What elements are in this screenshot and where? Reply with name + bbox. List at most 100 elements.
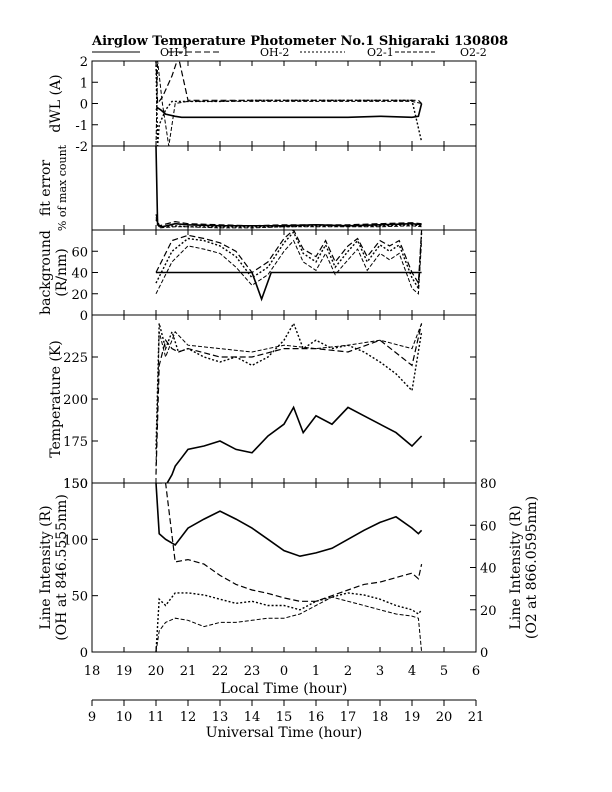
x-tick-label-universal: 14	[244, 710, 261, 725]
y-tick-label: 2	[80, 55, 88, 70]
x-tick-label-universal: 19	[404, 710, 421, 725]
series-line-oh-1	[155, 483, 423, 558]
series-line-oh-2	[155, 214, 422, 227]
series-group	[155, 230, 423, 302]
y-tick-label: 0	[80, 309, 88, 324]
y-tick-label: 40	[71, 267, 88, 282]
legend-label-o2-2: O2-2	[460, 46, 487, 59]
panel-3: 60 40 20 0 background (R/nm)	[38, 229, 477, 324]
x-tick-label-local: 23	[244, 664, 261, 679]
x-tick-label-local: 6	[472, 664, 480, 679]
series-group	[155, 321, 423, 483]
x-tick-label-universal: 16	[308, 710, 325, 725]
series-line-o2-1	[155, 230, 423, 291]
y2-tick-label: 60	[480, 519, 497, 534]
x-tick-label-local: 0	[280, 664, 288, 679]
x-tick-label-universal: 13	[212, 710, 229, 725]
series-line-oh-2	[155, 230, 423, 286]
y-tick-label: 225	[63, 351, 88, 366]
series-line-o2-2	[155, 239, 423, 295]
panel-frame	[91, 482, 477, 653]
y2-tick-label: 40	[480, 562, 497, 577]
y-tick-label: 150	[63, 477, 88, 492]
panel-4: 225 200 175 150 Temperature (K)	[48, 314, 477, 492]
series-line-o2-2	[155, 61, 422, 146]
series-line-oh-2	[155, 61, 423, 106]
y-axis-label: fit error	[38, 160, 54, 217]
y-tick-label: 100	[63, 533, 88, 548]
x-tick-label-universal: 20	[436, 710, 453, 725]
x-tick-label-universal: 10	[116, 710, 133, 725]
series-line-oh-1	[156, 271, 422, 302]
y-axis-label: dWL (A)	[48, 74, 64, 132]
panel-1: 2 1 0 -1 -2 dWL (A)	[48, 55, 477, 155]
y-tick-label: 0	[80, 98, 88, 113]
x-tick-label-local: 5	[440, 664, 448, 679]
series-line-oh-1	[156, 405, 423, 483]
series-group	[155, 61, 423, 146]
series-line-o2-1	[155, 592, 423, 652]
y-tick-label: 200	[63, 393, 88, 408]
x-tick-label-local: 4	[408, 664, 416, 679]
y2-tick-label: 0	[480, 646, 488, 661]
x-tick-label-local: 20	[148, 664, 165, 679]
x-tick-label-local: 22	[212, 664, 229, 679]
y2-axis-label-2: (O2 at 866.0595nm)	[524, 496, 540, 639]
y-tick-label: 150	[63, 477, 88, 492]
series-line-oh-2	[156, 483, 423, 602]
series-line-o2-2	[155, 323, 423, 467]
y-tick-label: 175	[63, 435, 88, 450]
x-tick-label-universal: 15	[276, 710, 293, 725]
y2-tick-label: 20	[480, 604, 497, 619]
y-axis-label: Line Intensity (R)	[38, 505, 54, 629]
x-tick-label-local: 2	[344, 664, 352, 679]
x-tick-label-universal: 21	[468, 710, 485, 725]
y-tick-label: 60	[71, 245, 88, 260]
x-tick-label-local: 21	[180, 664, 197, 679]
x-tick-label-universal: 12	[180, 710, 197, 725]
series-line-o2-2	[155, 217, 422, 229]
panel-frame	[91, 60, 477, 147]
series-line-oh-1	[155, 103, 423, 119]
x-axis-label-universal: Universal Time (hour)	[206, 725, 363, 741]
y-tick-label: -1	[75, 119, 88, 134]
legend-label-o2-1: O2-1	[367, 46, 394, 59]
series-line-o2-1	[155, 321, 423, 450]
y-tick-label: 20	[71, 288, 88, 303]
y-tick-label: 1	[80, 76, 88, 91]
series-line-o2-2	[155, 596, 423, 652]
y-axis-label-2: (R/nm)	[54, 248, 70, 296]
x-tick-label-universal: 9	[88, 710, 96, 725]
x-axis-label-local: Local Time (hour)	[221, 681, 348, 697]
legend-label-oh-1: OH-1	[160, 46, 189, 59]
y-axis-label: background	[38, 230, 54, 315]
series-group	[155, 146, 422, 229]
series-line-oh-1	[155, 146, 422, 228]
series-group	[155, 483, 423, 652]
legend: OH-1 OH-2 O2-1 O2-2	[92, 46, 487, 59]
x-tick-label-local: 19	[116, 664, 133, 679]
x-tick-label-universal: 11	[148, 710, 165, 725]
y2-axis-label: Line Intensity (R)	[508, 505, 524, 629]
panel-frame	[91, 145, 477, 231]
legend-label-oh-2: OH-2	[260, 46, 289, 59]
y-axis-label-2: (OH at 846.5555nm)	[54, 494, 70, 641]
y-tick-label: 0	[80, 646, 88, 661]
series-line-o2-1	[155, 61, 423, 146]
y-axis-label: Temperature (K)	[48, 340, 64, 458]
panel-2: fit error% of max count	[38, 144, 477, 231]
x-tick-label-local: 18	[84, 664, 101, 679]
x-tick-label-local: 3	[376, 664, 384, 679]
y-tick-label: 50	[71, 590, 88, 605]
chart-title: Airglow Temperature Photometer No.1 Shig…	[91, 34, 508, 49]
series-line-o2-1	[155, 219, 422, 228]
x-tick-label-local: 1	[312, 664, 320, 679]
x-tick-label-universal: 17	[340, 710, 357, 725]
y2-tick-label: 80	[480, 477, 497, 492]
y-tick-label: -2	[75, 140, 88, 155]
x-tick-label-universal: 18	[372, 710, 389, 725]
panels: 2 1 0 -1 -2 dWL (A) fit error% of max count 60 4…	[38, 55, 540, 661]
